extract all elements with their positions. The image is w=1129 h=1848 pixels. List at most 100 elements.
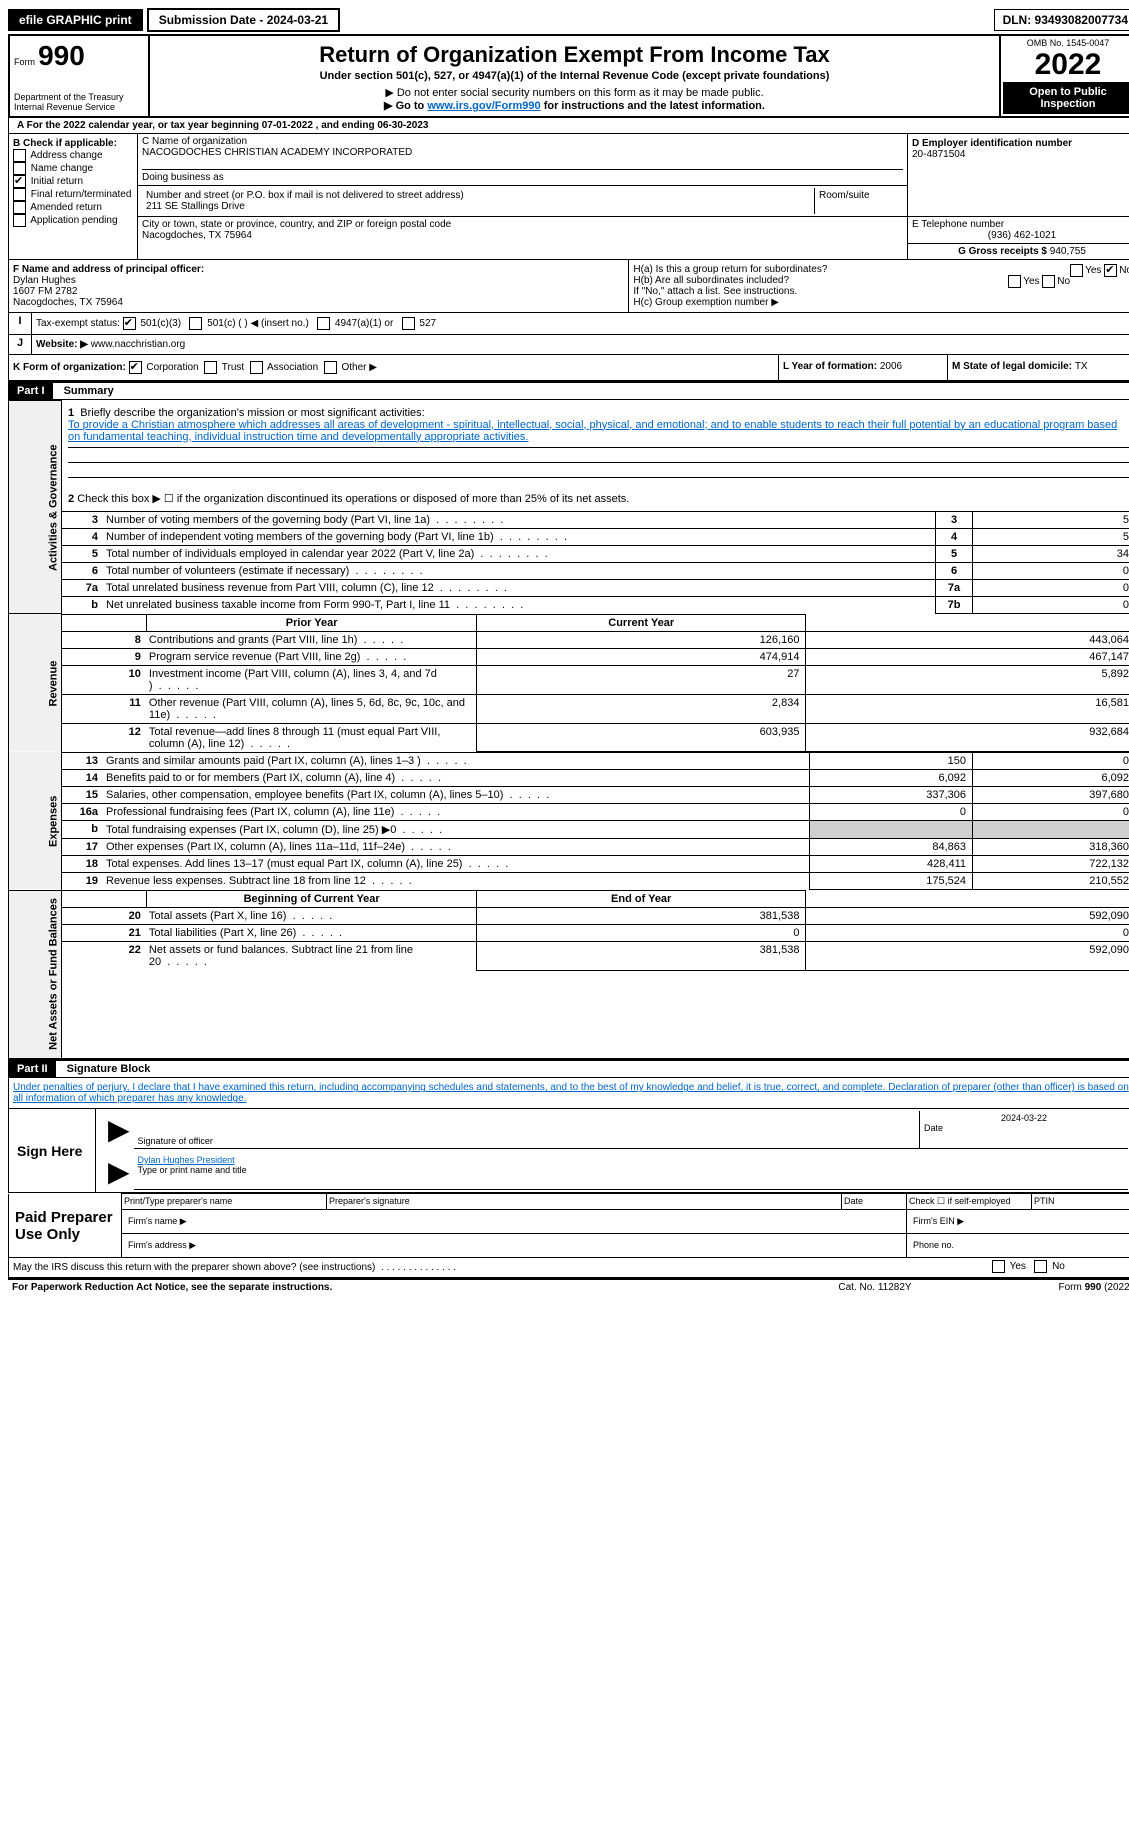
footer-left: For Paperwork Reduction Act Notice, see … bbox=[8, 1279, 771, 1295]
hb-no[interactable] bbox=[1042, 275, 1055, 288]
row-prior: 126,160 bbox=[476, 631, 806, 648]
row-box: 6 bbox=[936, 562, 973, 579]
row-text: Program service revenue (Part VIII, line… bbox=[147, 648, 477, 665]
amended-check[interactable] bbox=[13, 201, 26, 214]
subtitle: Under section 501(c), 527, or 4947(a)(1)… bbox=[154, 70, 995, 82]
col-begin: Beginning of Current Year bbox=[147, 891, 477, 908]
row-text: Investment income (Part VIII, column (A)… bbox=[147, 665, 477, 694]
row-current: 16,581 bbox=[806, 694, 1129, 723]
addr-change-check[interactable] bbox=[13, 149, 26, 162]
c-label: C Name of organization bbox=[142, 136, 247, 147]
trust-check[interactable] bbox=[204, 361, 217, 374]
d-label: D Employer identification number bbox=[912, 138, 1072, 149]
ha-yes[interactable] bbox=[1070, 264, 1083, 277]
row-current: 0 bbox=[973, 753, 1129, 770]
other-lbl: Other ▶ bbox=[341, 362, 376, 373]
ha-no[interactable] bbox=[1104, 264, 1117, 277]
row-num: 7a bbox=[62, 579, 104, 596]
row-prior: 2,834 bbox=[476, 694, 806, 723]
row-num: b bbox=[62, 821, 104, 839]
row-box: 3 bbox=[936, 511, 973, 528]
form-number: 990 bbox=[38, 40, 85, 71]
row-text: Professional fundraising fees (Part IX, … bbox=[104, 804, 810, 821]
row-num: 4 bbox=[62, 528, 104, 545]
form-label: Form bbox=[14, 57, 35, 67]
e-label: E Telephone number bbox=[912, 219, 1004, 230]
initial-check[interactable] bbox=[13, 175, 26, 188]
domicile: TX bbox=[1075, 361, 1088, 372]
may-irs-text: May the IRS discuss this return with the… bbox=[13, 1262, 375, 1273]
row-num: 9 bbox=[62, 648, 147, 665]
assoc-check[interactable] bbox=[250, 361, 263, 374]
i-label: Tax-exempt status: bbox=[36, 318, 120, 329]
name-change-check[interactable] bbox=[13, 162, 26, 175]
corp-check[interactable] bbox=[129, 361, 142, 374]
corp-lbl: Corporation bbox=[146, 362, 198, 373]
officer-name-title[interactable]: Dylan Hughes President bbox=[138, 1155, 235, 1165]
phone: (936) 462-1021 bbox=[912, 230, 1129, 241]
row-text: Total number of individuals employed in … bbox=[104, 545, 936, 562]
date-label: Date bbox=[924, 1123, 1124, 1133]
row-num: 17 bbox=[62, 839, 104, 856]
firm-addr-label: Firm's address ▶ bbox=[122, 1234, 907, 1258]
date2-label: Date bbox=[842, 1194, 907, 1210]
ptin-label: PTIN bbox=[1032, 1194, 1129, 1210]
row-text: Total number of volunteers (estimate if … bbox=[104, 562, 936, 579]
yes-lbl2: Yes bbox=[1023, 276, 1039, 287]
hb-yes[interactable] bbox=[1008, 275, 1021, 288]
q1-num: 1 bbox=[68, 407, 74, 419]
part1-title: Summary bbox=[56, 385, 114, 397]
row-box: 5 bbox=[936, 545, 973, 562]
row-current: 0 bbox=[806, 925, 1129, 942]
footer-center: Cat. No. 11282Y bbox=[771, 1279, 979, 1295]
row-num: b bbox=[62, 596, 104, 613]
row-text: Total assets (Part X, line 16) . . . . . bbox=[147, 908, 477, 925]
row-prior: 381,538 bbox=[476, 908, 806, 925]
row-prior: 175,524 bbox=[810, 873, 973, 890]
app-pending-check[interactable] bbox=[13, 214, 26, 227]
501c3-check[interactable] bbox=[123, 317, 136, 330]
officer-addr1: 1607 FM 2782 bbox=[13, 286, 78, 297]
hb-label: H(b) Are all subordinates included? bbox=[633, 275, 789, 286]
b-label: B Check if applicable: bbox=[13, 138, 117, 149]
527-check[interactable] bbox=[402, 317, 415, 330]
top-bar: efile GRAPHIC print Submission Date - 20… bbox=[8, 8, 1129, 32]
row-prior: 6,092 bbox=[810, 770, 973, 787]
self-emp-label: Check ☐ if self-employed bbox=[907, 1194, 1032, 1210]
perjury-statement[interactable]: Under penalties of perjury, I declare th… bbox=[8, 1078, 1129, 1109]
row-val: 5 bbox=[973, 511, 1129, 528]
open-public: Open to Public Inspection bbox=[1003, 82, 1129, 114]
row-num: 20 bbox=[62, 908, 147, 925]
name-change-label: Name change bbox=[31, 163, 93, 174]
row-prior: 603,935 bbox=[476, 723, 806, 752]
row-val: 0 bbox=[973, 596, 1129, 613]
row-prior: 0 bbox=[476, 925, 806, 942]
efile-label: efile GRAPHIC print bbox=[8, 9, 143, 31]
501c-check[interactable] bbox=[189, 317, 202, 330]
part1-label: Part I bbox=[9, 383, 53, 399]
vert-exp: Expenses bbox=[9, 752, 62, 890]
row-text: Benefits paid to or for members (Part IX… bbox=[104, 770, 810, 787]
4947-check[interactable] bbox=[317, 317, 330, 330]
q1-answer[interactable]: To provide a Christian atmosphere which … bbox=[68, 419, 1117, 443]
line-a: A For the 2022 calendar year, or tax yea… bbox=[8, 118, 1129, 134]
amended-label: Amended return bbox=[30, 202, 102, 213]
may-yes[interactable] bbox=[992, 1260, 1005, 1273]
row-text: Net assets or fund balances. Subtract li… bbox=[147, 942, 477, 971]
submission-btn[interactable]: Submission Date - 2024-03-21 bbox=[147, 8, 340, 32]
note2-link[interactable]: www.irs.gov/Form990 bbox=[427, 100, 540, 112]
final-check[interactable] bbox=[13, 188, 26, 201]
final-label: Final return/terminated bbox=[31, 189, 132, 200]
row-val: 5 bbox=[973, 528, 1129, 545]
may-no[interactable] bbox=[1034, 1260, 1047, 1273]
note1: ▶ Do not enter social security numbers o… bbox=[154, 86, 995, 99]
row-num: 3 bbox=[62, 511, 104, 528]
yof: 2006 bbox=[880, 361, 902, 372]
other-check[interactable] bbox=[324, 361, 337, 374]
row-box: 4 bbox=[936, 528, 973, 545]
row-current bbox=[973, 821, 1129, 839]
may-no-lbl: No bbox=[1052, 1261, 1065, 1272]
street-label: Number and street (or P.O. box if mail i… bbox=[146, 190, 464, 201]
row-num: 15 bbox=[62, 787, 104, 804]
paid-preparer: Paid Preparer Use Only bbox=[9, 1194, 122, 1258]
